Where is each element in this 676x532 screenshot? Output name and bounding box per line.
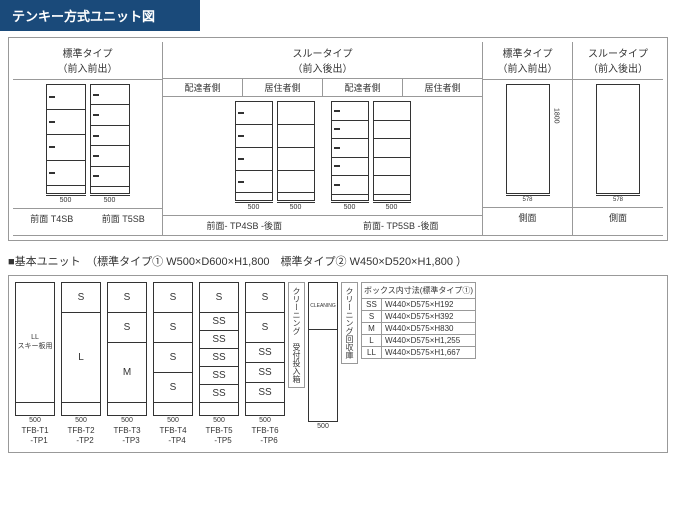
cabinet-tp5sb-back: 500	[373, 101, 411, 211]
unit-cell: SS	[200, 331, 238, 349]
cleaning-cabinet: CLEANING 500	[308, 282, 338, 430]
bottom-diagram-frame: LL スキー板用500TFB-T1 -TP1SL500TFB-T2 -TP2SS…	[8, 275, 668, 453]
unit-cell: M	[108, 343, 146, 403]
top-diagram-frame: 標準タイプ （前入前出） 500 500 前面 T4SB 前面 T5SB スルー…	[8, 37, 668, 241]
unit-TFB-T4: SSSS500TFB-T4 -TP4	[153, 282, 193, 446]
sub-resident: 居住者側	[403, 79, 482, 97]
dimensions-table: ボックス内寸法(標準タイプ①) SSW440×D575×H192SW440×D5…	[361, 282, 476, 359]
sub-resident: 居住者側	[243, 79, 323, 97]
side-view-through: 578	[596, 84, 640, 203]
col2-header: スルータイプ （前入後出）	[163, 42, 482, 79]
vlabel-deposit: クリーニング 受付投入箱	[288, 282, 305, 388]
section-basic-unit: ■基本ユニット （標準タイプ① W500×D600×H1,800 標準タイプ② …	[0, 247, 676, 275]
unit-cell: S	[62, 283, 100, 313]
unit-TFB-T2: SL500TFB-T2 -TP2	[61, 282, 101, 446]
caption-t5sb: 前面 T5SB	[88, 212, 160, 225]
vlabel-pickup: クリーニング回収庫	[341, 282, 358, 364]
unit-cell: SS	[246, 383, 284, 403]
col-standard-front: 標準タイプ （前入前出） 500 500 前面 T4SB 前面 T5SB	[13, 42, 163, 235]
col1-header: 標準タイプ （前入前出）	[13, 42, 162, 80]
dims-row: SSW440×D575×H192	[362, 299, 475, 311]
dims-title: ボックス内寸法(標準タイプ①)	[362, 283, 475, 299]
unit-cell: LL スキー板用	[16, 283, 54, 403]
unit-cell: SS	[246, 343, 284, 363]
sub-delivery: 配達者側	[323, 79, 403, 97]
unit-TFB-T1: LL スキー板用500TFB-T1 -TP1	[15, 282, 55, 446]
cabinet-tp5sb-front: 500	[331, 101, 369, 211]
cabinet-t5sb: 500	[90, 84, 130, 204]
sub-delivery: 配達者側	[163, 79, 243, 97]
cabinet-tp4sb-front: 500	[235, 101, 273, 211]
unit-label: TFB-T3 -TP3	[107, 426, 147, 446]
unit-cell: S	[246, 283, 284, 313]
unit-TFB-T3: SSM500TFB-T3 -TP3	[107, 282, 147, 446]
unit-cell: S	[246, 313, 284, 343]
cabinet-t4sb: 500	[46, 84, 86, 204]
unit-label: TFB-T1 -TP1	[15, 426, 55, 446]
unit-cell: S	[154, 313, 192, 343]
side-view-std: 578 1800	[506, 84, 550, 203]
cleaning-label: CLEANING	[309, 283, 337, 329]
unit-label: TFB-T5 -TP5	[199, 426, 239, 446]
caption-tp5sb: 前面- TP5SB -後面	[323, 219, 480, 232]
dims-row: LLW440×D575×H1,667	[362, 347, 475, 358]
cabinet-tp4sb-back: 500	[277, 101, 315, 211]
unit-cell: S	[154, 283, 192, 313]
unit-label: TFB-T2 -TP2	[61, 426, 101, 446]
dims-row: SW440×D575×H392	[362, 311, 475, 323]
unit-cell: S	[200, 283, 238, 313]
unit-cell: SS	[246, 363, 284, 383]
unit-cell: S	[154, 343, 192, 373]
caption-t4sb: 前面 T4SB	[16, 212, 88, 225]
unit-TFB-T6: SSSSSSSS500TFB-T6 -TP6	[245, 282, 285, 446]
unit-label: TFB-T6 -TP6	[245, 426, 285, 446]
unit-cell: S	[108, 313, 146, 343]
dim-w: 500	[90, 197, 130, 204]
unit-cell: SS	[200, 349, 238, 367]
caption-side: 側面	[483, 207, 572, 227]
col3-header: 標準タイプ （前入前出）	[483, 42, 572, 80]
caption-tp4sb: 前面- TP4SB -後面	[166, 219, 323, 232]
col4-header: スルータイプ （前入後出）	[573, 42, 663, 80]
dims-row: MW440×D575×H830	[362, 323, 475, 335]
unit-cell: S	[154, 373, 192, 403]
unit-cell: SS	[200, 385, 238, 403]
col-through-side: スルータイプ （前入後出） 578 側面	[573, 42, 663, 235]
unit-cell: L	[62, 313, 100, 403]
caption-side: 側面	[573, 207, 663, 227]
unit-cell: S	[108, 283, 146, 313]
unit-label: TFB-T4 -TP4	[153, 426, 193, 446]
col-standard-side: 標準タイプ （前入前出） 578 1800 側面	[483, 42, 573, 235]
dims-row: LW440×D575×H1,255	[362, 335, 475, 347]
page-title: テンキー方式ユニット図	[0, 0, 200, 31]
unit-cell: SS	[200, 313, 238, 331]
unit-TFB-T5: SSSSSSSSSSS500TFB-T5 -TP5	[199, 282, 239, 446]
col-through: スルータイプ （前入後出） 配達者側 居住者側 配達者側 居住者側 500 50…	[163, 42, 483, 235]
unit-cell: SS	[200, 367, 238, 385]
dim-w: 500	[46, 197, 86, 204]
